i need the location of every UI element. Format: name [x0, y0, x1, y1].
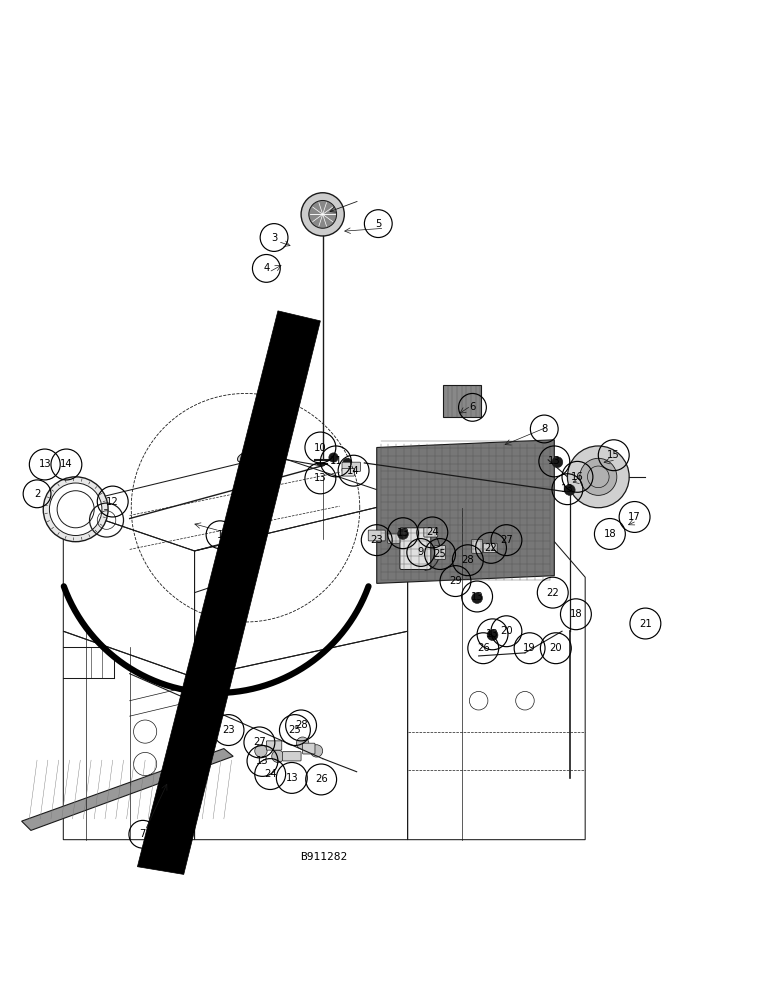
- Polygon shape: [137, 311, 320, 874]
- Text: 18: 18: [604, 529, 616, 539]
- Text: 10: 10: [314, 443, 327, 453]
- FancyBboxPatch shape: [368, 530, 385, 541]
- Text: 26: 26: [477, 643, 489, 653]
- FancyBboxPatch shape: [283, 752, 301, 761]
- FancyBboxPatch shape: [266, 741, 282, 750]
- Text: 27: 27: [500, 535, 513, 545]
- Text: 28: 28: [462, 555, 474, 565]
- Circle shape: [580, 458, 617, 495]
- Text: 6: 6: [469, 402, 476, 412]
- Text: 13: 13: [486, 629, 499, 639]
- Text: 26: 26: [315, 774, 327, 784]
- Text: 24: 24: [264, 769, 276, 779]
- Circle shape: [329, 453, 338, 462]
- Text: B911282: B911282: [300, 852, 348, 862]
- Text: 14: 14: [347, 466, 360, 476]
- Text: 13: 13: [548, 456, 560, 466]
- FancyBboxPatch shape: [443, 385, 481, 417]
- Text: 15: 15: [608, 450, 620, 460]
- Circle shape: [272, 750, 284, 762]
- FancyBboxPatch shape: [388, 534, 400, 543]
- Text: 4: 4: [263, 263, 269, 273]
- Circle shape: [552, 457, 563, 468]
- Text: 8: 8: [541, 424, 547, 434]
- Text: 19: 19: [523, 643, 536, 653]
- FancyBboxPatch shape: [483, 543, 497, 552]
- Polygon shape: [377, 440, 554, 583]
- Text: 13: 13: [561, 484, 574, 494]
- Text: 2: 2: [34, 489, 40, 499]
- Text: 5: 5: [375, 219, 381, 229]
- Text: 22: 22: [485, 543, 497, 553]
- FancyBboxPatch shape: [424, 528, 438, 537]
- Text: 13: 13: [397, 528, 409, 538]
- Polygon shape: [22, 749, 233, 830]
- Text: 18: 18: [570, 609, 582, 619]
- Text: 20: 20: [550, 643, 562, 653]
- Text: 13: 13: [39, 459, 51, 469]
- Text: 1: 1: [217, 530, 223, 540]
- Text: 14: 14: [60, 459, 73, 469]
- Circle shape: [309, 200, 337, 228]
- Text: 21: 21: [639, 619, 652, 629]
- Text: 20: 20: [500, 626, 513, 636]
- Ellipse shape: [238, 453, 249, 462]
- Text: 27: 27: [253, 737, 266, 747]
- Circle shape: [472, 593, 482, 603]
- Text: 17: 17: [628, 512, 641, 522]
- Text: 7: 7: [140, 829, 146, 839]
- Circle shape: [296, 737, 309, 749]
- Text: 24: 24: [426, 527, 438, 537]
- Text: 23: 23: [371, 535, 383, 545]
- Text: 29: 29: [449, 576, 462, 586]
- Text: 3: 3: [271, 233, 277, 243]
- FancyBboxPatch shape: [303, 743, 315, 754]
- FancyBboxPatch shape: [342, 468, 354, 476]
- FancyBboxPatch shape: [472, 539, 482, 553]
- Text: 13: 13: [314, 473, 327, 483]
- FancyBboxPatch shape: [342, 462, 361, 471]
- Text: 28: 28: [295, 720, 307, 730]
- Circle shape: [343, 458, 352, 468]
- Text: 13: 13: [286, 773, 298, 783]
- Text: 16: 16: [571, 472, 584, 482]
- Circle shape: [49, 483, 102, 536]
- Circle shape: [310, 745, 323, 757]
- Text: 23: 23: [222, 725, 235, 735]
- Circle shape: [567, 446, 629, 508]
- Circle shape: [398, 529, 408, 539]
- FancyBboxPatch shape: [435, 546, 445, 559]
- Text: 13: 13: [471, 591, 483, 601]
- Text: 13: 13: [256, 756, 269, 766]
- Circle shape: [301, 193, 344, 236]
- Circle shape: [487, 630, 498, 641]
- Circle shape: [564, 485, 575, 495]
- Text: 9: 9: [418, 547, 424, 557]
- FancyBboxPatch shape: [400, 528, 431, 569]
- Text: 22: 22: [547, 588, 559, 598]
- Text: 25: 25: [434, 549, 446, 559]
- Text: 12: 12: [107, 497, 119, 507]
- Circle shape: [43, 477, 108, 542]
- Text: 25: 25: [289, 725, 301, 735]
- Text: 11: 11: [330, 456, 342, 466]
- Circle shape: [255, 745, 267, 757]
